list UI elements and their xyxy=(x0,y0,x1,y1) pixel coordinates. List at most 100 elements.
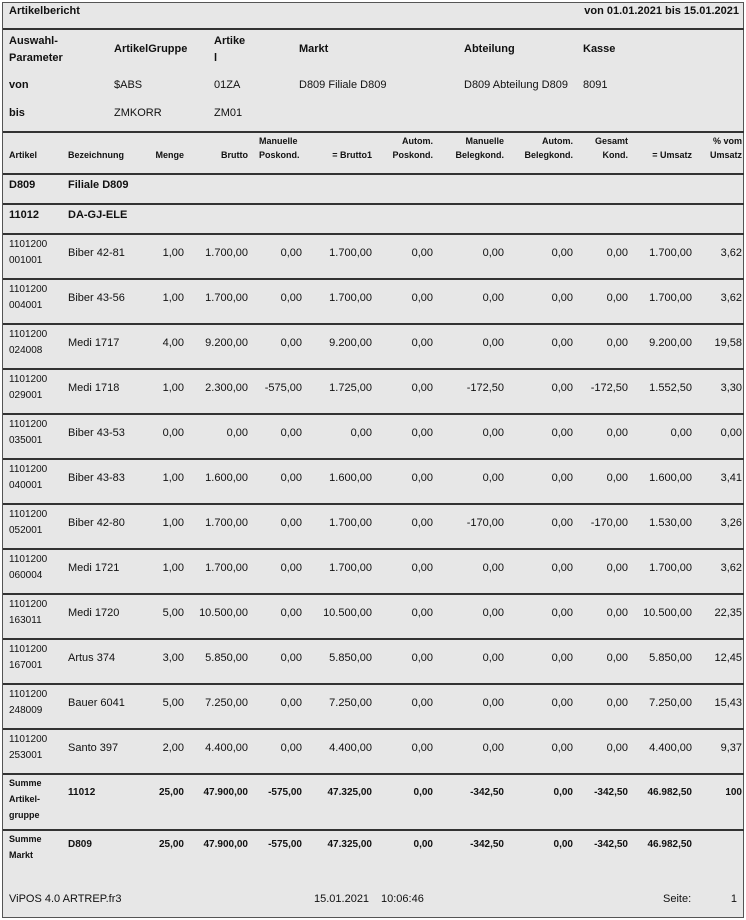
param-label: ArtikelGruppe xyxy=(114,43,188,55)
sum-cell: Summe Markt xyxy=(9,834,42,860)
column-header: = Brutto1 xyxy=(332,150,372,160)
table-cell: 1.600,00 xyxy=(649,472,692,484)
table-cell: 7.250,00 xyxy=(205,697,248,709)
param-label: Auswahl- Parameter xyxy=(9,35,63,64)
table-cell: 9.200,00 xyxy=(205,337,248,349)
table-cell: 0,00 xyxy=(280,427,302,439)
table-cell: 0,00 xyxy=(551,292,573,304)
table-cell: 0,00 xyxy=(482,337,504,349)
divider xyxy=(3,173,744,175)
table-cell: 1.700,00 xyxy=(329,247,372,259)
article-number: 1101200 060004 xyxy=(9,554,48,581)
table-cell: 0,00 xyxy=(280,652,302,664)
table-cell: 1,00 xyxy=(162,247,184,259)
article-number: 1101200 167001 xyxy=(9,644,48,671)
table-cell: 0,00 xyxy=(606,247,628,259)
table-cell: -172,50 xyxy=(466,382,504,394)
table-cell: 0,00 xyxy=(411,652,433,664)
article-name: Medi 1720 xyxy=(68,607,120,619)
table-cell: 1.725,00 xyxy=(329,382,372,394)
table-cell: 0,00 xyxy=(551,652,573,664)
article-number: 1101200 052001 xyxy=(9,509,48,536)
table-cell: 0,00 xyxy=(411,382,433,394)
row-divider xyxy=(3,593,744,595)
table-cell: 1,00 xyxy=(162,517,184,529)
row-divider xyxy=(3,278,744,280)
table-cell: 4.400,00 xyxy=(649,742,692,754)
table-cell: -170,00 xyxy=(590,517,628,529)
table-cell: 0,00 xyxy=(411,292,433,304)
article-name: Biber 42-80 xyxy=(68,517,125,529)
table-cell: -575,00 xyxy=(264,382,302,394)
article-name: Medi 1718 xyxy=(68,382,120,394)
article-number: 1101200 248009 xyxy=(9,689,48,716)
sum-cell: 0,00 xyxy=(553,839,573,850)
table-cell: 10.500,00 xyxy=(199,607,248,619)
table-cell: 0,00 xyxy=(482,697,504,709)
table-cell: 1,00 xyxy=(162,292,184,304)
sum-cell: -342,50 xyxy=(594,839,628,850)
table-cell: 1.700,00 xyxy=(205,292,248,304)
sum-cell: 25,00 xyxy=(158,839,184,850)
table-cell: 2,00 xyxy=(162,742,184,754)
table-cell: 0,00 xyxy=(606,652,628,664)
article-number: 1101200 253001 xyxy=(9,734,48,761)
table-cell: 1.600,00 xyxy=(205,472,248,484)
von-value: $ABS xyxy=(114,79,143,91)
sum-cell: 100 xyxy=(725,787,742,798)
divider xyxy=(3,131,744,133)
table-cell: 1.530,00 xyxy=(649,517,692,529)
table-cell: 1,00 xyxy=(162,472,184,484)
table-cell: 4.400,00 xyxy=(329,742,372,754)
table-cell: 0,00 xyxy=(280,697,302,709)
table-cell: 3,26 xyxy=(720,517,742,529)
column-header: Bezeichnung xyxy=(68,150,125,160)
table-cell: 5.850,00 xyxy=(205,652,248,664)
article-name: Santo 397 xyxy=(68,742,119,754)
row-divider xyxy=(3,548,744,550)
param-label: Markt xyxy=(299,43,329,55)
print-date: 15.01.2021 xyxy=(314,893,370,905)
row-divider xyxy=(3,683,744,685)
table-cell: 9.200,00 xyxy=(329,337,372,349)
table-cell: 0,00 xyxy=(411,697,433,709)
sum-cell: 0,00 xyxy=(413,787,433,798)
table-cell: 4,00 xyxy=(162,337,184,349)
table-cell: -170,00 xyxy=(466,517,504,529)
table-cell: 0,00 xyxy=(606,742,628,754)
table-cell: 9.200,00 xyxy=(649,337,692,349)
report-title: Artikelbericht xyxy=(9,5,80,17)
table-cell: 0,00 xyxy=(551,517,573,529)
sum-cell: -342,50 xyxy=(594,787,628,798)
table-cell: 0,00 xyxy=(280,742,302,754)
table-cell: 0,00 xyxy=(482,562,504,574)
print-time: 10:06:46 xyxy=(381,893,424,905)
table-cell: 0,00 xyxy=(280,247,302,259)
sum-cell: 47.900,00 xyxy=(203,787,249,798)
sum-cell: 0,00 xyxy=(413,839,433,850)
table-cell: 3,62 xyxy=(720,292,742,304)
sum-cell: 47.325,00 xyxy=(327,787,373,798)
table-cell: 4.400,00 xyxy=(205,742,248,754)
row-divider xyxy=(3,413,744,415)
artikelgruppe-name: DA-GJ-ELE xyxy=(68,209,128,221)
table-cell: 1.700,00 xyxy=(649,562,692,574)
column-header: Brutto xyxy=(221,150,248,160)
table-cell: 0,00 xyxy=(280,292,302,304)
table-cell: 0,00 xyxy=(280,607,302,619)
param-label: Kasse xyxy=(583,43,616,55)
row-divider xyxy=(3,728,744,730)
article-number: 1101200 001001 xyxy=(9,239,48,266)
table-cell: 5,00 xyxy=(162,607,184,619)
table-cell: 0,00 xyxy=(482,742,504,754)
table-cell: 1,00 xyxy=(162,562,184,574)
sum-cell: -575,00 xyxy=(268,787,302,798)
table-cell: 0,00 xyxy=(482,472,504,484)
article-name: Biber 42-81 xyxy=(68,247,125,259)
column-header: Menge xyxy=(155,150,184,160)
sum-cell: 46.982,50 xyxy=(647,787,693,798)
table-cell: 1.700,00 xyxy=(205,517,248,529)
article-name: Biber 43-56 xyxy=(68,292,125,304)
von-value: 01ZA xyxy=(214,79,241,91)
